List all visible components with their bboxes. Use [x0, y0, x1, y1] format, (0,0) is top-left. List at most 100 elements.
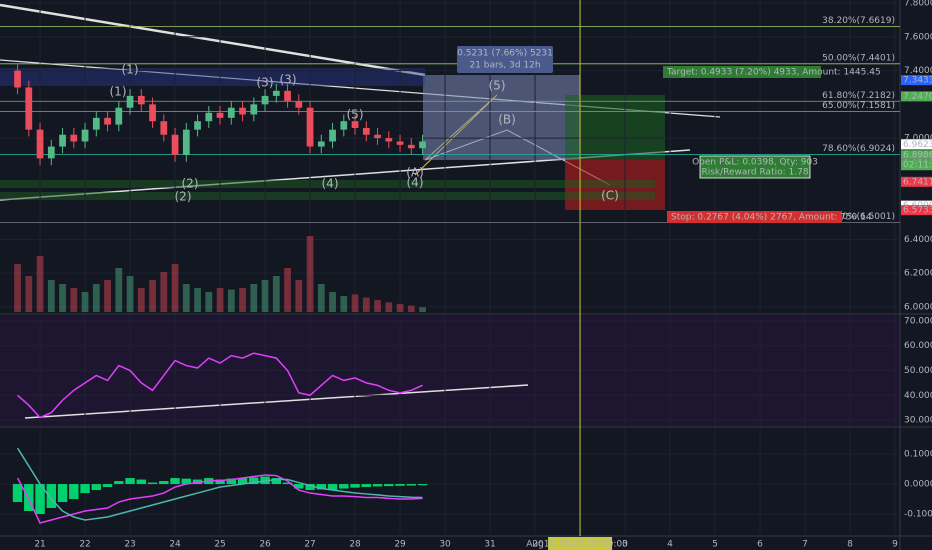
volume-bar: [115, 268, 123, 312]
candle-body: [137, 95, 145, 105]
macd-histogram: [249, 477, 259, 485]
x-tick-label: 27: [304, 540, 315, 550]
x-tick-label: 4: [667, 540, 673, 550]
wave-label: (4): [407, 176, 424, 190]
candle-body: [14, 70, 21, 88]
price-label-bg: [901, 205, 932, 216]
volume-bar: [36, 256, 44, 312]
x-tick-label: 6: [757, 540, 763, 550]
volume-bar: [92, 284, 100, 312]
countdown: 02:11:33: [903, 161, 932, 171]
candle-body: [227, 107, 235, 118]
volume-bar: [149, 280, 156, 312]
candle-body: [70, 134, 78, 142]
volume-bar: [362, 297, 370, 312]
candle-body: [306, 107, 314, 147]
wave-label: (B): [498, 113, 516, 127]
macd-histogram: [339, 484, 349, 489]
zone: [0, 180, 655, 188]
volume-bar: [250, 284, 258, 312]
candle-body: [351, 121, 359, 128]
volume-bar: [351, 294, 359, 312]
candle-body: [374, 134, 381, 139]
price-label: 6.8986: [903, 151, 932, 161]
fib-label: 61.80%(7.2182): [822, 91, 895, 101]
wave-label: (5): [489, 79, 506, 93]
macd-histogram: [395, 484, 405, 486]
volume-bar: [317, 284, 325, 312]
candle-body: [160, 121, 168, 135]
x-tick-label: 28: [349, 540, 361, 550]
x-tick-label: 31: [484, 540, 495, 550]
macd-histogram: [69, 484, 79, 500]
macd-histogram: [159, 481, 169, 485]
macd-histogram: [327, 484, 338, 491]
candle-body: [216, 112, 224, 118]
stop-box: [667, 211, 842, 223]
macd-histogram: [35, 484, 45, 515]
candle-body: [329, 129, 336, 142]
y-tick-label: 7.0000: [904, 134, 932, 144]
volume-bar: [104, 280, 111, 312]
macd-histogram: [372, 484, 383, 487]
price-label-bg: [901, 150, 932, 161]
y-tick-label: 6.2000: [904, 269, 932, 279]
macd-histogram: [170, 478, 180, 485]
x-tick-label: 26: [259, 540, 271, 550]
macd-histogram: [91, 484, 102, 491]
fib-label: 50.00%(7.4401): [822, 53, 895, 63]
crosshair-label-bg: [548, 537, 613, 550]
y-tick-label: 70.0000: [904, 316, 932, 326]
fib-label: 78.60%(6.9024): [822, 144, 895, 154]
macd-histogram: [46, 484, 57, 509]
volume-bar: [182, 284, 190, 312]
macd-histogram: [102, 484, 113, 488]
crosshair-label: 2018-08-02 00:00:00: [532, 540, 628, 550]
volume-bar: [284, 268, 291, 312]
volume-bar: [261, 280, 269, 312]
wave-label: (4): [322, 177, 339, 191]
wave-label: (2): [182, 177, 199, 191]
y-tick-label: 0.0000: [904, 480, 932, 490]
volume-bar: [194, 288, 201, 312]
candle-body: [362, 127, 370, 135]
candle-body: [59, 134, 66, 147]
wave-label: (1): [122, 63, 139, 77]
candle-body: [115, 107, 123, 125]
wave-label: (2): [175, 190, 192, 204]
price-label: 7.3433: [903, 76, 932, 86]
trendline: [0, 3, 426, 77]
price-label-bg: [901, 139, 932, 150]
candle-body: [407, 144, 415, 149]
price-label: 6.5733: [903, 206, 932, 216]
candle-body: [126, 95, 134, 108]
x-tick-label: 23: [124, 540, 135, 550]
volume-bar: [295, 280, 303, 312]
volume-bar: [171, 264, 179, 312]
macd-histogram: [294, 484, 304, 489]
wave-label: (A): [406, 166, 424, 180]
volume-bar: [59, 284, 66, 312]
y-tick-label: 40.0000: [904, 391, 932, 401]
candle-body: [205, 112, 213, 122]
zone: [0, 192, 655, 200]
y-tick-label: 6.4000: [904, 235, 932, 245]
x-tick-label: 29: [394, 540, 406, 550]
x-tick-label: 7: [802, 540, 808, 550]
volume-bar: [47, 280, 55, 312]
candle-body: [194, 121, 201, 130]
volume-bar: [14, 264, 21, 312]
macd-line: [16, 447, 423, 521]
pnl-text: Risk/Reward Ratio: 1.78: [701, 168, 808, 178]
stop-text: Stop: 0.2767 (4.04%) 2767, Amount: 750.1…: [671, 213, 872, 223]
candle-body: [81, 129, 89, 142]
rsi-line: [17, 352, 423, 419]
volume-bar: [216, 288, 224, 312]
pnl-box: [699, 155, 811, 179]
candle-body: [239, 107, 246, 115]
volume-bar: [70, 288, 78, 312]
candle-body: [250, 104, 258, 115]
candle-body: [261, 95, 269, 105]
